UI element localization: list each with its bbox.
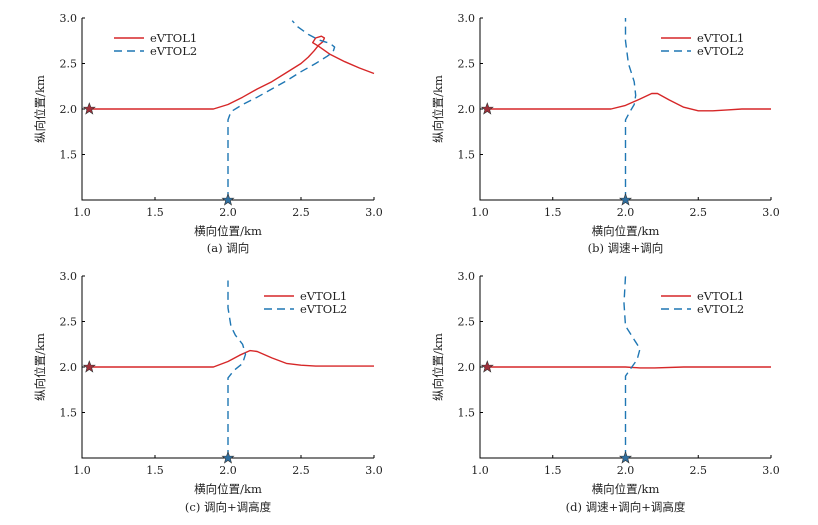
panel-caption: (d) 调速+调向+调高度 [566, 500, 686, 514]
x-tick-label: 2.0 [617, 206, 635, 219]
legend-label-evtol2: eVTOL2 [150, 44, 197, 58]
x-tick-label: 2.0 [219, 464, 237, 477]
x-tick-label: 1.5 [146, 206, 164, 219]
series-line-evtol2 [623, 275, 641, 458]
legend-label-evtol2: eVTOL2 [300, 302, 347, 316]
x-tick-label: 1.5 [544, 464, 562, 477]
y-tick-label: 1.5 [458, 149, 476, 162]
start-marker-evtol2 [618, 451, 633, 464]
x-axis-label: 横向位置/km [194, 482, 262, 496]
x-tick-label: 3.0 [762, 464, 780, 477]
series-line-evtol2 [624, 18, 637, 200]
panel-b: 1.0 1.5 2.0 2.5 3.0 1.5 2.0 2.5 3.0 横向位置/km 纵向位置/k… [431, 12, 780, 255]
y-axis-label: 纵向位置/km [431, 333, 445, 401]
start-marker-evtol2 [221, 193, 235, 206]
y-tick-label: 1.5 [60, 149, 78, 162]
legend-label-evtol2: eVTOL2 [697, 44, 744, 58]
series-line-evtol1 [89, 349, 374, 368]
x-tick-label: 3.0 [365, 206, 383, 219]
start-marker-evtol1 [480, 360, 494, 373]
y-tick-label: 2.5 [60, 316, 78, 329]
y-tick-label: 3.0 [458, 12, 476, 25]
start-marker-evtol1 [480, 102, 494, 115]
x-tick-label: 2.5 [690, 464, 708, 477]
x-tick-label: 2.5 [292, 206, 310, 219]
y-tick-label: 3.0 [60, 12, 78, 25]
y-tick-label: 1.5 [458, 407, 476, 420]
x-tick-label: 1.0 [471, 464, 489, 477]
x-tick-label: 2.0 [219, 206, 237, 219]
x-axis-label: 横向位置/km [592, 482, 660, 496]
y-tick-label: 2.0 [458, 361, 476, 374]
y-axis-label: 纵向位置/km [33, 75, 47, 143]
y-tick-label: 2.5 [458, 316, 476, 329]
x-tick-label: 3.0 [762, 206, 780, 219]
series-line-evtol1 [487, 366, 771, 369]
start-marker-evtol2 [618, 193, 633, 206]
y-tick-label: 2.0 [60, 103, 78, 116]
x-axis-label: 横向位置/km [592, 224, 660, 238]
panel-a: 1.0 1.5 2.0 2.5 3.0 1.5 2.0 2.5 3.0 横向位置/km 纵向位置/k… [33, 12, 383, 255]
x-tick-label: 2.5 [690, 206, 708, 219]
start-marker-evtol1 [82, 360, 96, 373]
panel-caption: (a) 调向 [207, 241, 250, 255]
series-line-evtol1 [487, 92, 771, 112]
x-tick-label: 1.5 [146, 464, 164, 477]
y-tick-label: 2.5 [458, 58, 476, 71]
y-tick-label: 3.0 [60, 270, 78, 283]
start-marker-evtol2 [221, 451, 235, 464]
series-line-evtol1 [89, 35, 375, 110]
legend-label-evtol1: eVTOL1 [697, 289, 744, 303]
y-tick-label: 2.0 [458, 103, 476, 116]
series-line-evtol2 [227, 280, 247, 458]
legend-label-evtol1: eVTOL1 [300, 289, 347, 303]
legend-label-evtol1: eVTOL1 [150, 31, 197, 45]
x-tick-label: 1.0 [73, 206, 91, 219]
x-tick-label: 1.5 [544, 206, 562, 219]
panel-d: 1.0 1.5 2.0 2.5 3.0 1.5 2.0 2.5 3.0 横向位置/km 纵向位置/k… [431, 270, 780, 514]
series-line-evtol2 [227, 20, 336, 200]
panel-c: 1.0 1.5 2.0 2.5 3.0 1.5 2.0 2.5 3.0 横向位置/km 纵向位置/k… [33, 270, 383, 514]
start-marker-evtol1 [82, 102, 96, 115]
legend-label-evtol2: eVTOL2 [697, 302, 744, 316]
x-tick-label: 3.0 [365, 464, 383, 477]
legend-label-evtol1: eVTOL1 [697, 31, 744, 45]
x-axis-label: 横向位置/km [194, 224, 262, 238]
y-axis-label: 纵向位置/km [33, 333, 47, 401]
y-tick-label: 2.5 [60, 58, 78, 71]
x-tick-label: 2.0 [617, 464, 635, 477]
y-tick-label: 3.0 [458, 270, 476, 283]
x-tick-label: 1.0 [471, 206, 489, 219]
x-tick-label: 2.5 [292, 464, 310, 477]
panel-caption: (b) 调速+调向 [588, 241, 664, 255]
y-tick-label: 1.5 [60, 407, 78, 420]
panel-caption: (c) 调向+调高度 [185, 500, 272, 514]
y-axis-label: 纵向位置/km [431, 75, 445, 143]
y-tick-label: 2.0 [60, 361, 78, 374]
x-tick-label: 1.0 [73, 464, 91, 477]
